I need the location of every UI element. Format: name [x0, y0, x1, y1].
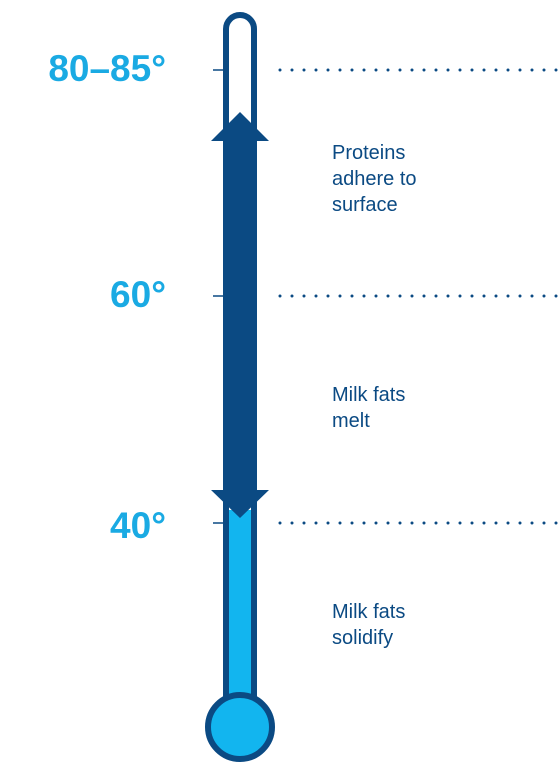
range-arrow-up-icon [211, 112, 269, 141]
phase-label-milk-fats-melt: Milk fats melt [332, 384, 406, 432]
thermometer-bulb [205, 692, 275, 762]
temperature-range-bar [227, 135, 253, 495]
temperature-label-80-85: 80–85° [48, 48, 166, 89]
temperature-label-60: 60° [110, 274, 166, 315]
phase-label-milk-fats-solidify: Milk fats solidify [332, 601, 406, 649]
thermometer-liquid-cold [229, 510, 251, 715]
temperature-label-40: 40° [110, 505, 166, 546]
phase-label-proteins-adhere: Proteins adhere to surface [332, 142, 417, 216]
range-arrow-down-icon [211, 490, 269, 518]
